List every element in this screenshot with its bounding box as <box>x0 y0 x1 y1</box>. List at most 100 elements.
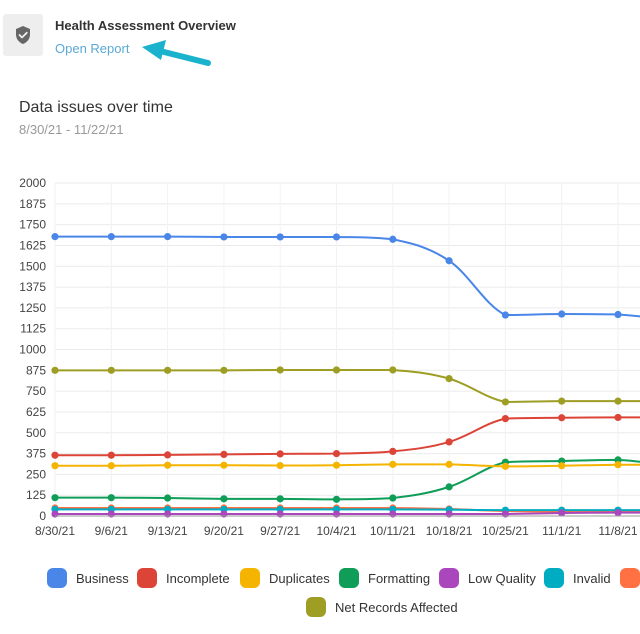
data-point-formatting <box>107 494 115 502</box>
legend-item-formatting[interactable]: Formatting <box>339 568 430 588</box>
y-tick-label: 1750 <box>19 218 46 232</box>
data-point-net-records-affected <box>51 366 59 374</box>
legend-item-unlabeled[interactable] <box>620 568 640 588</box>
data-point-business <box>107 233 115 241</box>
data-point-low-quality <box>107 510 115 518</box>
data-point-duplicates <box>614 461 622 469</box>
data-point-net-records-affected <box>276 366 284 374</box>
data-point-business <box>220 233 228 241</box>
data-point-formatting <box>445 483 453 491</box>
report-icon-box <box>3 14 43 56</box>
open-report-link[interactable]: Open Report <box>55 41 130 56</box>
y-tick-label: 1125 <box>20 322 46 336</box>
data-point-duplicates <box>107 462 115 470</box>
x-tick-label: 11/8/21 <box>598 524 637 538</box>
data-point-duplicates <box>220 461 228 469</box>
legend-swatch <box>620 568 640 588</box>
series-line-duplicates <box>54 463 640 468</box>
x-tick-label: 10/4/21 <box>316 524 356 538</box>
x-tick-label: 10/11/21 <box>370 524 416 538</box>
data-point-incomplete <box>276 450 284 458</box>
data-point-low-quality <box>220 510 228 518</box>
data-point-low-quality <box>445 510 453 518</box>
data-point-net-records-affected <box>389 366 397 374</box>
x-tick-label: 9/13/21 <box>148 524 188 538</box>
legend-item-duplicates[interactable]: Duplicates <box>240 568 330 588</box>
y-tick-label: 1875 <box>19 197 46 211</box>
data-point-incomplete <box>164 451 172 459</box>
data-point-incomplete <box>107 451 115 459</box>
data-point-duplicates <box>332 461 341 469</box>
data-point-business <box>51 233 59 241</box>
data-point-net-records-affected <box>501 398 509 406</box>
data-point-formatting <box>164 494 172 502</box>
data-point-low-quality <box>51 510 59 518</box>
series-line-incomplete <box>55 416 640 457</box>
y-tick-label: 250 <box>26 467 46 481</box>
y-tick-label: 1375 <box>19 280 46 294</box>
x-tick-label: 9/20/21 <box>204 524 244 538</box>
data-point-incomplete <box>220 450 228 458</box>
data-point-business <box>614 310 622 319</box>
legend-item-low-quality[interactable]: Low Quality <box>439 568 536 588</box>
data-point-incomplete <box>558 414 566 422</box>
data-point-business <box>164 233 172 241</box>
shield-check-icon <box>16 26 30 44</box>
y-tick-label: 0 <box>39 509 46 523</box>
pointer-arrow-icon <box>142 40 211 66</box>
data-point-low-quality <box>501 510 509 518</box>
data-point-duplicates <box>389 460 397 468</box>
report-title: Health Assessment Overview <box>55 18 236 33</box>
y-tick-label: 500 <box>26 426 46 440</box>
data-point-low-quality <box>614 509 622 517</box>
chart-title: Data issues over time <box>19 99 173 116</box>
data-point-formatting <box>51 494 59 502</box>
data-point-duplicates <box>51 462 59 470</box>
legend-label: Formatting <box>368 570 431 586</box>
data-point-low-quality <box>164 510 172 518</box>
data-point-incomplete <box>614 413 622 422</box>
data-point-net-records-affected <box>220 366 228 374</box>
y-tick-label: 625 <box>26 405 46 419</box>
series-line-invalid <box>55 508 640 512</box>
y-tick-label: 1250 <box>19 301 46 315</box>
data-point-incomplete <box>389 447 397 455</box>
data-point-net-records-affected <box>558 397 566 405</box>
y-tick-label: 125 <box>26 488 46 502</box>
x-tick-label: 10/25/21 <box>482 524 529 538</box>
y-tick-label: 1625 <box>19 238 46 252</box>
x-tick-label: 9/27/21 <box>260 524 300 538</box>
y-tick-label: 1500 <box>19 259 46 273</box>
data-point-formatting <box>389 494 397 502</box>
legend-item-invalid[interactable]: Invalid <box>544 568 611 588</box>
data-point-net-records-affected <box>107 366 115 374</box>
legend-swatch <box>544 568 564 588</box>
series-line-unlabeled <box>54 507 640 513</box>
legend-label: Invalid <box>573 570 611 586</box>
data-point-incomplete <box>445 438 453 446</box>
data-point-business <box>445 257 453 265</box>
series-line-low-quality <box>54 511 640 516</box>
data-point-incomplete <box>51 451 59 459</box>
legend-swatch <box>339 568 359 588</box>
data-point-duplicates <box>501 462 509 470</box>
data-point-duplicates <box>164 461 172 469</box>
legend-item-incomplete[interactable]: Incomplete <box>137 568 230 588</box>
data-point-business <box>558 310 566 318</box>
legend-swatch <box>240 568 260 588</box>
data-point-formatting <box>276 495 284 503</box>
x-tick-label: 8/30/21 <box>35 524 75 538</box>
data-point-incomplete <box>332 449 341 458</box>
legend-label: Low Quality <box>468 570 536 586</box>
data-point-net-records-affected <box>614 397 622 405</box>
legend-label: Duplicates <box>269 570 330 586</box>
legend-item-net-records-affected[interactable]: Net Records Affected <box>306 597 458 617</box>
legend-swatch <box>439 568 459 588</box>
legend-item-business[interactable]: Business <box>47 568 129 588</box>
data-point-duplicates <box>558 462 566 470</box>
legend-swatch <box>137 568 157 588</box>
data-point-net-records-affected <box>164 366 172 374</box>
data-point-formatting <box>332 495 341 503</box>
chart-date-range: 8/30/21 - 11/22/21 <box>19 122 124 137</box>
legend-label: Incomplete <box>166 570 230 586</box>
